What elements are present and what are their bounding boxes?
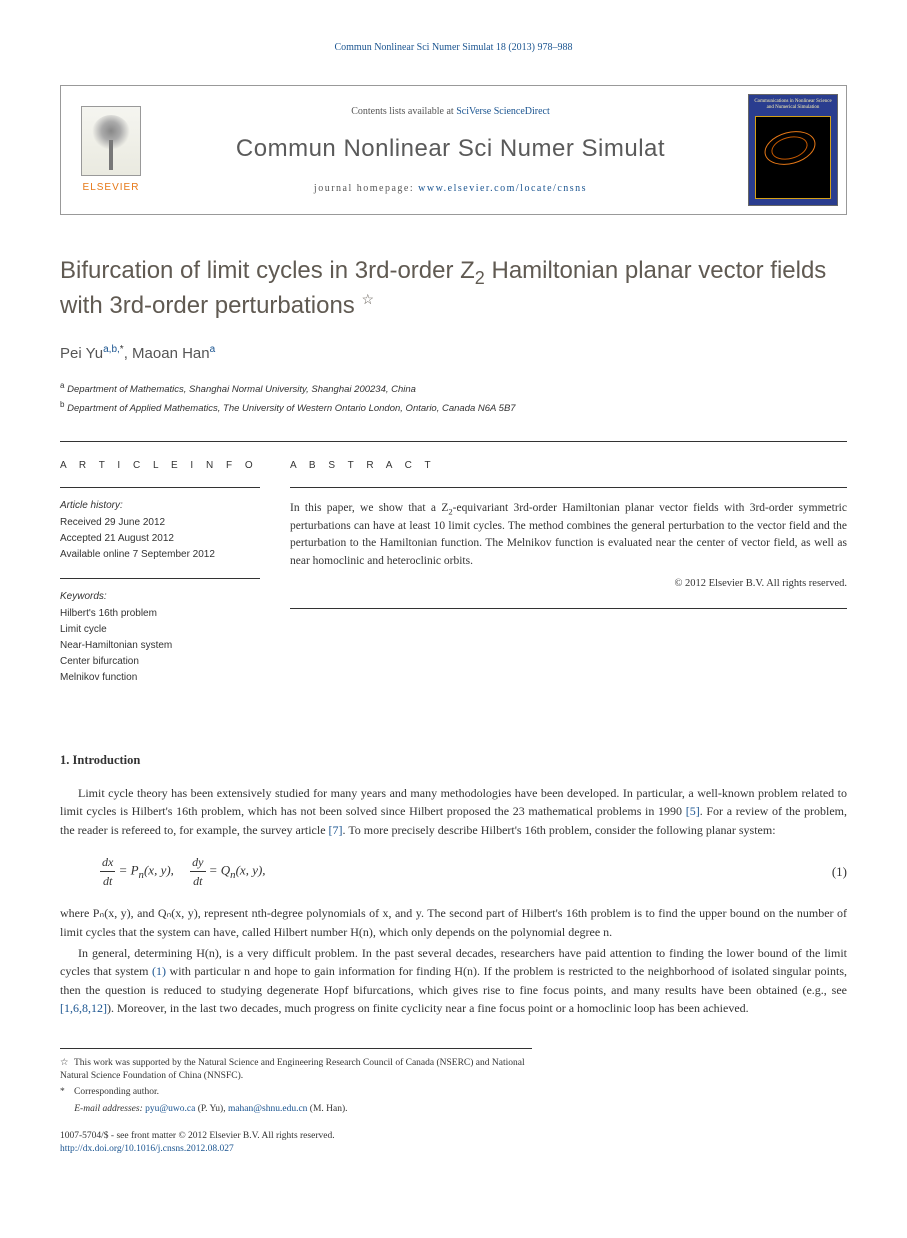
- abstract-column: A B S T R A C T In this paper, we show t…: [290, 458, 847, 701]
- intro-para-1: Limit cycle theory has been extensively …: [60, 784, 847, 840]
- equation-number: (1): [797, 862, 847, 882]
- received-date: Received 29 June 2012: [60, 515, 260, 530]
- keywords-block: Keywords: Hilbert's 16th problem Limit c…: [60, 589, 260, 685]
- affiliation-a: a Department of Mathematics, Shanghai No…: [60, 380, 847, 397]
- author-1-name: Pei Yu: [60, 345, 103, 362]
- abs-a: In this paper, we show that a Z: [290, 502, 448, 514]
- info-abstract-row: A R T I C L E I N F O Article history: R…: [60, 442, 847, 721]
- elsevier-tree-icon: [81, 106, 141, 176]
- email-label: E-mail addresses:: [74, 1104, 143, 1114]
- info-divider: [60, 487, 260, 488]
- keyword: Melnikov function: [60, 670, 260, 685]
- funding-text: This work was supported by the Natural S…: [60, 1058, 525, 1081]
- article-info-heading: A R T I C L E I N F O: [60, 458, 260, 473]
- front-matter: 1007-5704/$ - see front matter © 2012 El…: [60, 1130, 847, 1157]
- abstract-divider-bottom: [290, 608, 847, 609]
- article-title: Bifurcation of limit cycles in 3rd-order…: [60, 255, 847, 322]
- article-body: 1. Introduction Limit cycle theory has b…: [60, 751, 847, 1018]
- footnotes: ☆This work was supported by the Natural …: [60, 1048, 532, 1116]
- author-email-link[interactable]: pyu@uwo.ca: [145, 1104, 195, 1114]
- email-footnote: E-mail addresses: pyu@uwo.ca (P. Yu), ma…: [60, 1103, 532, 1116]
- citation-link[interactable]: [5]: [686, 804, 700, 818]
- history-label: Article history:: [60, 498, 260, 513]
- affiliation-b: b Department of Applied Mathematics, The…: [60, 399, 847, 416]
- publisher-name: ELSEVIER: [83, 180, 140, 195]
- author-2-name: Maoan Han: [132, 345, 210, 362]
- title-subscript: 2: [475, 268, 485, 288]
- citation-link[interactable]: [1,6,8,12]: [60, 1001, 107, 1015]
- affil-a-sup: a: [60, 381, 64, 390]
- equation-body: dxdt = Pn(x, y), dydt = Qn(x, y),: [100, 853, 797, 890]
- author-1-affil-marks: a,b,: [103, 344, 120, 355]
- keyword: Center bifurcation: [60, 654, 260, 669]
- funding-footnote: ☆This work was supported by the Natural …: [60, 1057, 532, 1084]
- running-header: Commun Nonlinear Sci Numer Simulat 18 (2…: [60, 40, 847, 55]
- asterisk-icon: *: [60, 1086, 74, 1099]
- affiliations: a Department of Mathematics, Shanghai No…: [60, 380, 847, 417]
- p3c: ). Moreover, in the last two decades, mu…: [107, 1001, 749, 1015]
- journal-masthead: ELSEVIER Contents lists available at Sci…: [60, 85, 847, 215]
- contents-available-line: Contents lists available at SciVerse Sci…: [351, 104, 550, 119]
- section-1-heading: 1. Introduction: [60, 751, 847, 770]
- homepage-prefix: journal homepage:: [314, 183, 418, 194]
- equation-ref-link[interactable]: (1): [152, 964, 166, 978]
- keywords-label: Keywords:: [60, 589, 260, 604]
- title-main: Bifurcation of limit cycles in 3rd-order…: [60, 257, 475, 284]
- email1-who: (P. Yu),: [195, 1104, 228, 1114]
- contents-prefix: Contents lists available at: [351, 106, 456, 117]
- cover-title: Communications in Nonlinear Science and …: [749, 95, 837, 114]
- corresponding-footnote: *Corresponding author.: [60, 1086, 532, 1099]
- journal-homepage-link[interactable]: www.elsevier.com/locate/cnsns: [418, 183, 587, 194]
- star-icon: ☆: [60, 1057, 74, 1070]
- affil-b-text: Department of Applied Mathematics, The U…: [67, 404, 516, 415]
- issn-copyright-line: 1007-5704/$ - see front matter © 2012 El…: [60, 1130, 847, 1143]
- masthead-center: Contents lists available at SciVerse Sci…: [161, 86, 740, 214]
- corresponding-text: Corresponding author.: [74, 1087, 159, 1097]
- keyword: Hilbert's 16th problem: [60, 606, 260, 621]
- fraction: dydt: [190, 853, 205, 890]
- keyword: Limit cycle: [60, 622, 260, 637]
- citation-link[interactable]: [7]: [329, 823, 343, 837]
- article-history-block: Article history: Received 29 June 2012 A…: [60, 498, 260, 562]
- author-sep: ,: [124, 345, 132, 362]
- cover-art-icon: [755, 116, 831, 199]
- p1c: . To more precisely describe Hilbert's 1…: [343, 823, 776, 837]
- abstract-text: In this paper, we show that a Z2-equivar…: [290, 500, 847, 570]
- author-2-affil-marks: a: [210, 344, 216, 355]
- fraction: dxdt: [100, 853, 115, 890]
- affil-b-sup: b: [60, 400, 64, 409]
- funding-star-icon: ☆: [361, 291, 374, 307]
- info-divider: [60, 578, 260, 579]
- doi-link[interactable]: http://dx.doi.org/10.1016/j.cnsns.2012.0…: [60, 1144, 234, 1154]
- author-email-link[interactable]: mahan@shnu.edu.cn: [228, 1104, 307, 1114]
- online-date: Available online 7 September 2012: [60, 547, 260, 562]
- journal-homepage-line: journal homepage: www.elsevier.com/locat…: [314, 181, 587, 196]
- abstract-divider: [290, 487, 847, 488]
- abstract-copyright: © 2012 Elsevier B.V. All rights reserved…: [290, 576, 847, 592]
- journal-cover-thumbnail: Communications in Nonlinear Science and …: [748, 94, 838, 206]
- email2-who: (M. Han).: [307, 1104, 347, 1114]
- abstract-heading: A B S T R A C T: [290, 458, 847, 473]
- keyword: Near-Hamiltonian system: [60, 638, 260, 653]
- equation-1: dxdt = Pn(x, y), dydt = Qn(x, y), (1): [100, 853, 847, 890]
- publisher-logo-block: ELSEVIER: [61, 86, 161, 214]
- intro-para-3: In general, determining H(n), is a very …: [60, 944, 847, 1018]
- p3b: with particular n and hope to gain infor…: [60, 964, 847, 997]
- article-info-column: A R T I C L E I N F O Article history: R…: [60, 458, 260, 701]
- affil-a-text: Department of Mathematics, Shanghai Norm…: [67, 384, 416, 395]
- author-list: Pei Yua,b,*, Maoan Hana: [60, 342, 847, 366]
- accepted-date: Accepted 21 August 2012: [60, 531, 260, 546]
- sciencedirect-link[interactable]: SciVerse ScienceDirect: [456, 106, 550, 117]
- journal-name: Commun Nonlinear Sci Numer Simulat: [236, 131, 665, 167]
- intro-para-2: where Pₙ(x, y), and Qₙ(x, y), represent …: [60, 904, 847, 941]
